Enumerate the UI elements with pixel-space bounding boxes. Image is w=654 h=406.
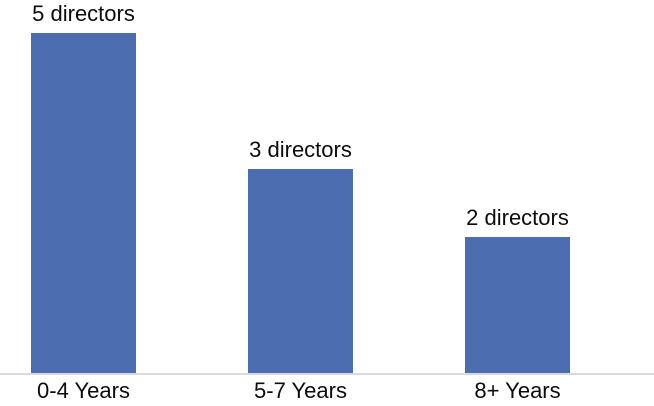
- bar-8-plus-years: [465, 237, 570, 373]
- data-label-5-7-years: 3 directors: [249, 136, 352, 162]
- x-tick-label-5-7-years: 5-7 Years: [254, 378, 347, 403]
- data-label-0-4-years: 5 directors: [32, 0, 135, 26]
- x-tick-label-8-plus-years: 8+ Years: [474, 378, 561, 403]
- bar-group-0-4-years: 5 directors: [31, 0, 136, 373]
- x-axis-line: [0, 373, 654, 375]
- data-label-8-plus-years: 2 directors: [466, 204, 569, 230]
- bar-group-5-7-years: 3 directors: [248, 136, 353, 373]
- bar-5-7-years: [248, 169, 353, 373]
- x-tick-label-0-4-years: 0-4 Years: [37, 378, 130, 403]
- bar-0-4-years: [31, 33, 136, 373]
- bar-group-8-plus-years: 2 directors: [465, 204, 570, 373]
